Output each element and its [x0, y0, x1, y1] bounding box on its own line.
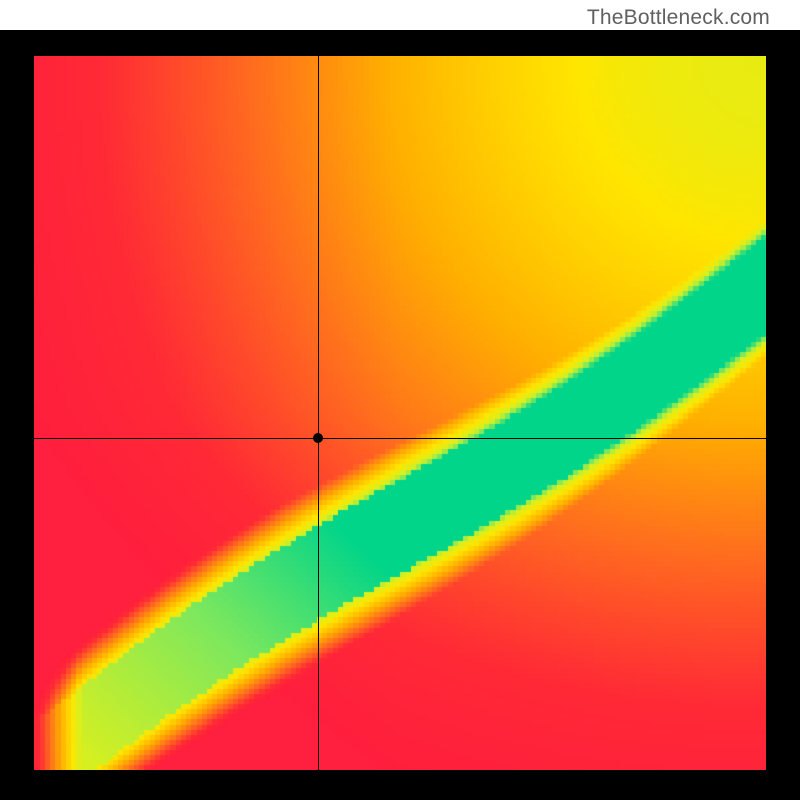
- chart-outer-frame: [0, 30, 800, 800]
- chart-plot-area: [34, 56, 766, 770]
- crosshair-point-marker[interactable]: [313, 433, 323, 443]
- crosshair-horizontal-line: [34, 438, 766, 439]
- crosshair-vertical-line: [318, 56, 319, 770]
- heatmap-canvas: [34, 56, 766, 770]
- watermark-text: TheBottleneck.com: [587, 6, 770, 30]
